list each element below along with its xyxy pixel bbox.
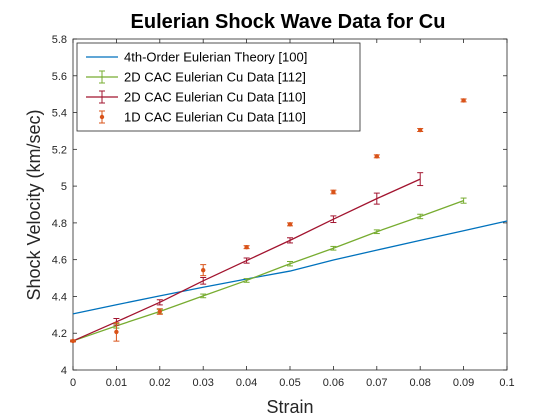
series-line (72, 200, 464, 342)
data-point (201, 267, 206, 273)
x-tick-label: 0.03 (192, 377, 213, 389)
error-bar (330, 215, 337, 224)
data-point (287, 222, 293, 227)
y-tick-label: 5 (61, 181, 67, 193)
series-line (72, 220, 508, 315)
error-bar (373, 192, 380, 205)
legend-label: 1D CAC Eulerian Cu Data [110] (124, 110, 306, 125)
y-tick-label: 4 (61, 365, 67, 377)
y-tick-label: 4.8 (52, 218, 67, 230)
error-bar (243, 278, 250, 283)
legend-entry: 2D CAC Eulerian Cu Data [112] (86, 70, 306, 85)
data-point (70, 338, 76, 344)
y-tick-label: 5.6 (52, 71, 67, 83)
data-point (374, 154, 379, 159)
y-tick-label: 5.4 (52, 108, 67, 120)
x-tick-label: 0.09 (453, 377, 474, 389)
error-bar (243, 257, 250, 264)
x-tick-label: 0 (70, 377, 76, 389)
y-tick-label: 5.2 (52, 144, 67, 156)
error-bar (200, 293, 207, 299)
error-bar (287, 237, 293, 244)
x-tick-label: 0.05 (279, 377, 300, 389)
legend-swatch-marker (99, 114, 105, 120)
error-bar (200, 277, 207, 285)
series-2 (70, 172, 424, 343)
data-point (331, 189, 336, 195)
data-point (418, 127, 423, 133)
error-bar (417, 213, 424, 220)
y-tick-label: 4.4 (52, 291, 67, 303)
error-bar (330, 245, 337, 251)
error-bar (460, 197, 467, 204)
data-point (157, 309, 162, 314)
error-bar (287, 261, 293, 267)
legend: 4th-Order Eulerian Theory [100] 2D CAC Eu… (76, 42, 361, 132)
legend-label: 4th-Order Eulerian Theory [100] (124, 50, 307, 65)
y-tick-label: 5.8 (52, 34, 67, 46)
series-layer (70, 98, 508, 344)
y-axis-label: Shock Velocity (km/sec) (24, 109, 44, 300)
legend-entry: 1D CAC Eulerian Cu Data [110] (99, 110, 306, 125)
legend-entry: 4th-Order Eulerian Theory [100] (86, 50, 307, 65)
data-point (461, 98, 466, 103)
data-point (244, 244, 249, 250)
y-tick-label: 4.2 (52, 328, 67, 340)
x-tick-label: 0.04 (236, 377, 257, 389)
x-axis-label: Strain (266, 397, 313, 417)
error-bar (417, 172, 424, 187)
x-tick-label: 0.08 (409, 377, 430, 389)
x-tick-label: 0.07 (366, 377, 387, 389)
series-3 (70, 98, 467, 344)
error-bar (156, 299, 163, 306)
legend-label: 2D CAC Eulerian Cu Data [112] (124, 70, 306, 85)
chart-title: Eulerian Shock Wave Data for Cu (131, 11, 446, 33)
x-tick-label: 0.06 (323, 377, 344, 389)
data-point (114, 329, 119, 335)
axis-ticks: 0 0.01 0.02 0.03 0.04 0.05 0.06 0.07 0.08 0.09 0.1… (52, 34, 515, 389)
legend-label: 2D CAC Eulerian Cu Data [110] (124, 90, 306, 105)
series-0 (72, 220, 508, 315)
error-bar (373, 229, 380, 235)
y-tick-label: 4.6 (52, 255, 67, 267)
legend-entry: 2D CAC Eulerian Cu Data [110] (86, 90, 306, 105)
x-tick-label: 0.1 (499, 377, 514, 389)
legend-box (76, 42, 361, 132)
x-tick-label: 0.02 (149, 377, 170, 389)
x-tick-label: 0.01 (106, 377, 127, 389)
